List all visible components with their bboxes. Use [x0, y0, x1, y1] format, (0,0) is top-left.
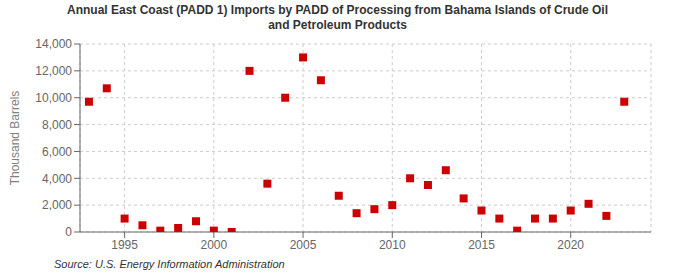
svg-text:2015: 2015 [468, 238, 495, 252]
svg-text:2,000: 2,000 [42, 198, 72, 212]
svg-text:1995: 1995 [111, 238, 138, 252]
svg-text:6,000: 6,000 [42, 145, 72, 159]
svg-text:2020: 2020 [557, 238, 584, 252]
svg-text:Thousand Barrels: Thousand Barrels [8, 91, 22, 186]
html-text:Annual East Coast (PADD 1) Imp: Annual East Coast (PADD 1) Imports by PA… [67, 3, 608, 32]
svg-text:10,000: 10,000 [35, 91, 72, 105]
svg-text:0: 0 [65, 225, 72, 239]
svg-text:8,000: 8,000 [42, 118, 72, 132]
svg-text:2005: 2005 [290, 238, 317, 252]
svg-text:12,000: 12,000 [35, 64, 72, 78]
html-text:Source: U.S. Energy Informatio: Source: U.S. Energy Information Administ… [54, 258, 285, 270]
svg-text:14,000: 14,000 [35, 37, 72, 51]
svg-text:4,000: 4,000 [42, 172, 72, 186]
svg-text:2000: 2000 [200, 238, 227, 252]
svg-text:2010: 2010 [379, 238, 406, 252]
